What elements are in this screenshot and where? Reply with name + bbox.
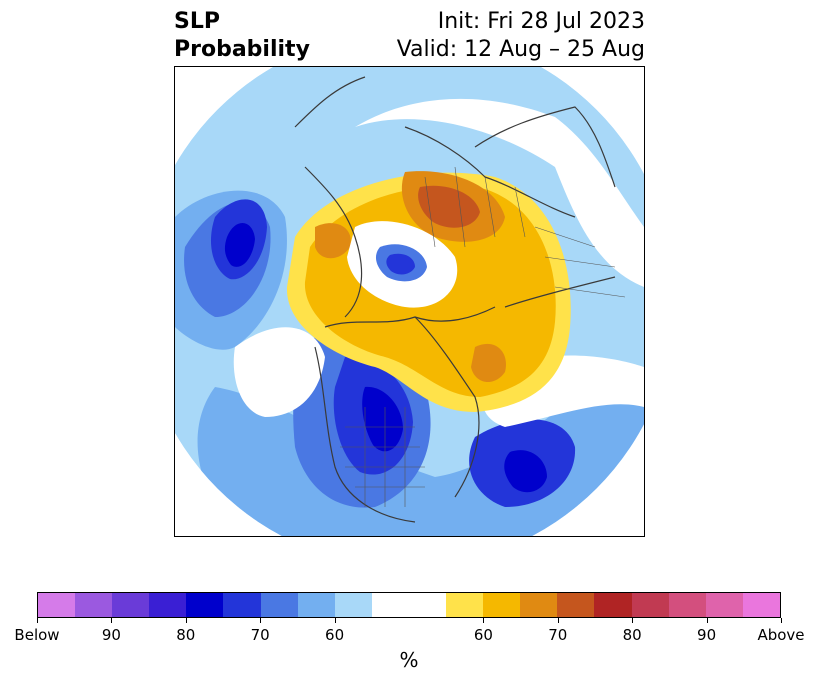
colorbar-tick-label: 80 xyxy=(622,626,642,644)
chart-title-left: SLP Probability xyxy=(174,8,310,64)
colorbar-swatch xyxy=(371,593,409,617)
colorbar-swatch xyxy=(631,593,669,617)
colorbar-tick-mark xyxy=(111,618,113,623)
colorbar-swatch xyxy=(112,593,150,617)
colorbar-tick-mark xyxy=(334,618,336,623)
neutral-band-west xyxy=(233,327,325,417)
colorbar-swatch xyxy=(520,593,558,617)
variable-label: SLP xyxy=(174,9,220,34)
kind-label: Probability xyxy=(174,37,310,62)
neutral-band-north xyxy=(355,98,644,288)
colorbar-swatch xyxy=(594,593,632,617)
colorbar-swatch xyxy=(705,593,743,617)
positive-orange-east xyxy=(471,343,506,383)
colorbar-tick-label: 60 xyxy=(473,626,493,644)
colorbar-swatch xyxy=(38,593,76,617)
borders xyxy=(340,166,626,507)
colorbar xyxy=(37,592,781,618)
valid-label: Valid: 12 Aug – 25 Aug xyxy=(396,37,645,62)
colorbar-tick-mark xyxy=(37,618,38,623)
colorbar-tick-label: 70 xyxy=(250,626,270,644)
colorbar-swatch xyxy=(483,593,521,617)
colorbar-swatch xyxy=(186,593,224,617)
colorbar-swatch xyxy=(223,593,261,617)
atlantic-core xyxy=(504,450,547,493)
colorbar-tick-label: Above xyxy=(757,626,805,644)
chart-title-right: Init: Fri 28 Jul 2023 Valid: 12 Aug – 25… xyxy=(397,8,645,64)
colorbar-tick-mark xyxy=(632,618,634,623)
positive-rust-siberia xyxy=(418,185,480,228)
colorbar-tick-mark xyxy=(706,618,708,623)
colorbar-tick-label: Below xyxy=(14,626,60,644)
probability-map xyxy=(174,66,645,537)
colorbar-tick-label: 70 xyxy=(548,626,568,644)
colorbar-swatch xyxy=(149,593,187,617)
colorbar-swatch xyxy=(334,593,372,617)
colorbar-swatch xyxy=(408,593,447,617)
colorbar-swatch xyxy=(668,593,706,617)
colorbar-swatch xyxy=(446,593,484,617)
colorbar-tick-mark xyxy=(781,618,782,623)
colorbar-unit: % xyxy=(399,648,419,672)
init-label: Init: Fri 28 Jul 2023 xyxy=(437,9,645,34)
colorbar-swatch xyxy=(75,593,113,617)
colorbar-tick-mark xyxy=(557,618,559,623)
positive-orange-west xyxy=(315,223,351,259)
north-america-core xyxy=(362,386,403,452)
colorbar-tick-mark xyxy=(483,618,485,623)
colorbar-swatch xyxy=(557,593,595,617)
map-svg xyxy=(175,67,644,536)
colorbar-tick-label: 90 xyxy=(697,626,717,644)
colorbar-tick-label: 90 xyxy=(101,626,121,644)
colorbar-tick-mark xyxy=(185,618,187,623)
colorbar-tick-label: 80 xyxy=(176,626,196,644)
colorbar-tick-mark xyxy=(260,618,262,623)
colorbar-swatch xyxy=(260,593,298,617)
arctic-deep xyxy=(386,253,415,275)
colorbar-swatch xyxy=(297,593,335,617)
colorbar-tick-label: 60 xyxy=(325,626,345,644)
colorbar-swatch xyxy=(742,593,780,617)
west-pacific-core xyxy=(224,222,255,267)
